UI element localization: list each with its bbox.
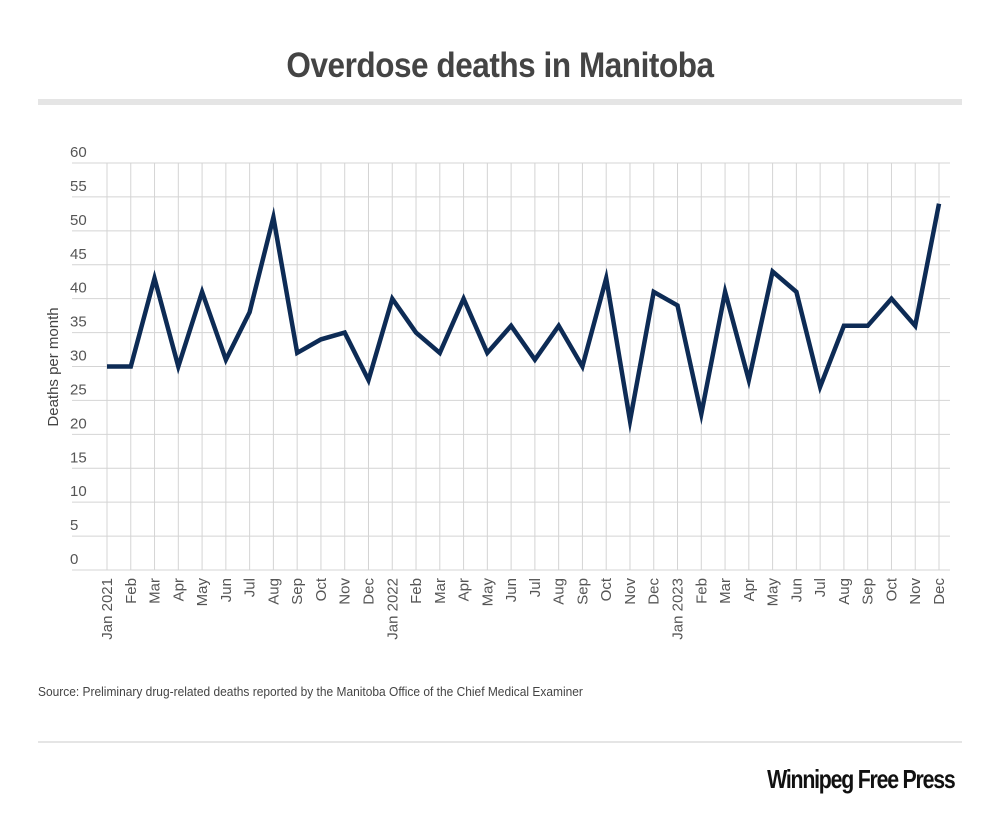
brand-logo: Winnipeg Free Press (766, 764, 956, 794)
data-point (628, 419, 632, 423)
y-tick-label: 10 (70, 483, 87, 500)
y-axis-label: Deaths per month (45, 307, 62, 426)
data-point (485, 351, 489, 355)
y-tick-label: 15 (70, 449, 87, 466)
x-tick-label: Nov (907, 578, 924, 605)
source-note: Source: Preliminary drug-related deaths … (38, 684, 583, 699)
x-tick-label: Mar (717, 578, 734, 604)
data-point (509, 324, 513, 328)
x-tick-label: Jul (812, 578, 829, 597)
y-tick-label: 35 (70, 314, 87, 331)
data-point (533, 358, 537, 362)
data-point (343, 331, 347, 335)
data-point (153, 276, 157, 280)
data-point (319, 337, 323, 341)
data-point (652, 290, 656, 294)
data-point (390, 297, 394, 301)
x-tick-label: Nov (622, 578, 639, 605)
x-tick-label: Jan 2022 (384, 578, 401, 640)
x-tick-label: Oct (313, 577, 330, 601)
data-point (462, 297, 466, 301)
data-point (271, 215, 275, 219)
data-point (557, 324, 561, 328)
x-tick-label: Mar (147, 578, 164, 604)
data-point (889, 297, 893, 301)
x-tick-label: Aug (551, 578, 568, 605)
line-chart: 0 5 10 15 20 25 30 35 40 45 50 55 60 Jan 2021 Feb Mar A… (45, 144, 950, 640)
x-tick-label: Oct (598, 577, 615, 601)
data-point (866, 324, 870, 328)
x-tick-label: Aug (836, 578, 853, 605)
data-point (200, 290, 204, 294)
chart-title: Overdose deaths in Manitoba (286, 46, 714, 85)
data-point (794, 290, 798, 294)
data-point (604, 276, 608, 280)
data-point (771, 270, 775, 274)
y-tick-label: 45 (70, 246, 87, 263)
bottom-divider (38, 741, 962, 743)
x-tick-label: Nov (337, 578, 354, 605)
data-point (699, 412, 703, 416)
x-tick-label: Sep (574, 578, 591, 605)
data-point (913, 324, 917, 328)
x-tick-label: Apr (170, 578, 187, 601)
data-point (248, 310, 252, 314)
y-tick-label: 25 (70, 381, 87, 398)
x-tick-label: May (479, 578, 496, 607)
data-point (818, 385, 822, 389)
x-tick-label: Jun (788, 578, 805, 602)
x-tick-label: Jan 2023 (670, 578, 687, 640)
data-point (366, 378, 370, 382)
series-line-deaths (107, 203, 942, 434)
data-point (723, 290, 727, 294)
y-tick-label: 50 (70, 212, 87, 229)
data-point (176, 365, 180, 369)
x-tick-label: Feb (408, 578, 425, 604)
x-tick-label: Feb (123, 578, 140, 604)
x-tick-label: Jun (218, 578, 235, 602)
x-tick-label: Apr (456, 578, 473, 601)
x-tick-label: Feb (693, 578, 710, 604)
data-point (937, 202, 941, 206)
data-point (129, 365, 133, 369)
data-point (580, 365, 584, 369)
series-group (105, 202, 942, 434)
x-tick-label: Sep (860, 578, 877, 605)
data-point (295, 351, 299, 355)
x-tick-label: Oct (883, 577, 900, 601)
x-tick-label: Aug (265, 578, 282, 605)
x-tick-label: Jan 2021 (99, 578, 116, 640)
x-tick-label: Mar (432, 578, 449, 604)
x-tick-label: Apr (741, 578, 758, 601)
x-tick-label: Jul (242, 578, 259, 597)
x-tick-label: Dec (360, 578, 377, 605)
x-tick-label: Jul (527, 578, 544, 597)
x-tick-label: Dec (931, 578, 948, 605)
y-tick-label: 60 (70, 144, 87, 161)
y-tick-labels: 0 5 10 15 20 25 30 35 40 45 50 55 60 (70, 144, 87, 568)
data-point (676, 303, 680, 307)
x-tick-labels: Jan 2021 Feb Mar Apr May Jun Jul Aug Sep Oct Nov De… (99, 577, 948, 640)
data-point (224, 358, 228, 362)
data-point (105, 365, 109, 369)
data-point (747, 378, 751, 382)
y-tick-label: 55 (70, 178, 87, 195)
x-tick-label: May (194, 578, 211, 607)
data-point (438, 351, 442, 355)
data-point (414, 331, 418, 335)
data-point (842, 324, 846, 328)
y-tick-label: 30 (70, 348, 87, 365)
top-divider (38, 99, 962, 105)
y-tick-label: 0 (70, 551, 78, 568)
x-tick-label: Dec (646, 578, 663, 605)
x-tick-label: Jun (503, 578, 520, 602)
x-tick-label: May (765, 578, 782, 607)
y-tick-label: 40 (70, 280, 87, 297)
vertical-gridlines (106, 163, 940, 570)
x-tick-label: Sep (289, 578, 306, 605)
y-tick-label: 5 (70, 517, 78, 534)
y-tick-label: 20 (70, 415, 87, 432)
